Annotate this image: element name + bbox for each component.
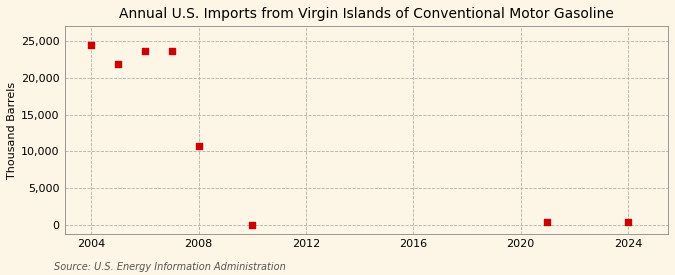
- Point: [167, 49, 178, 54]
- Y-axis label: Thousand Barrels: Thousand Barrels: [7, 82, 17, 179]
- Point: [113, 62, 124, 66]
- Point: [140, 49, 151, 54]
- Point: [542, 220, 553, 224]
- Point: [247, 223, 258, 228]
- Point: [193, 143, 204, 148]
- Text: Source: U.S. Energy Information Administration: Source: U.S. Energy Information Administ…: [54, 262, 286, 272]
- Point: [86, 43, 97, 47]
- Title: Annual U.S. Imports from Virgin Islands of Conventional Motor Gasoline: Annual U.S. Imports from Virgin Islands …: [119, 7, 614, 21]
- Point: [622, 220, 633, 224]
